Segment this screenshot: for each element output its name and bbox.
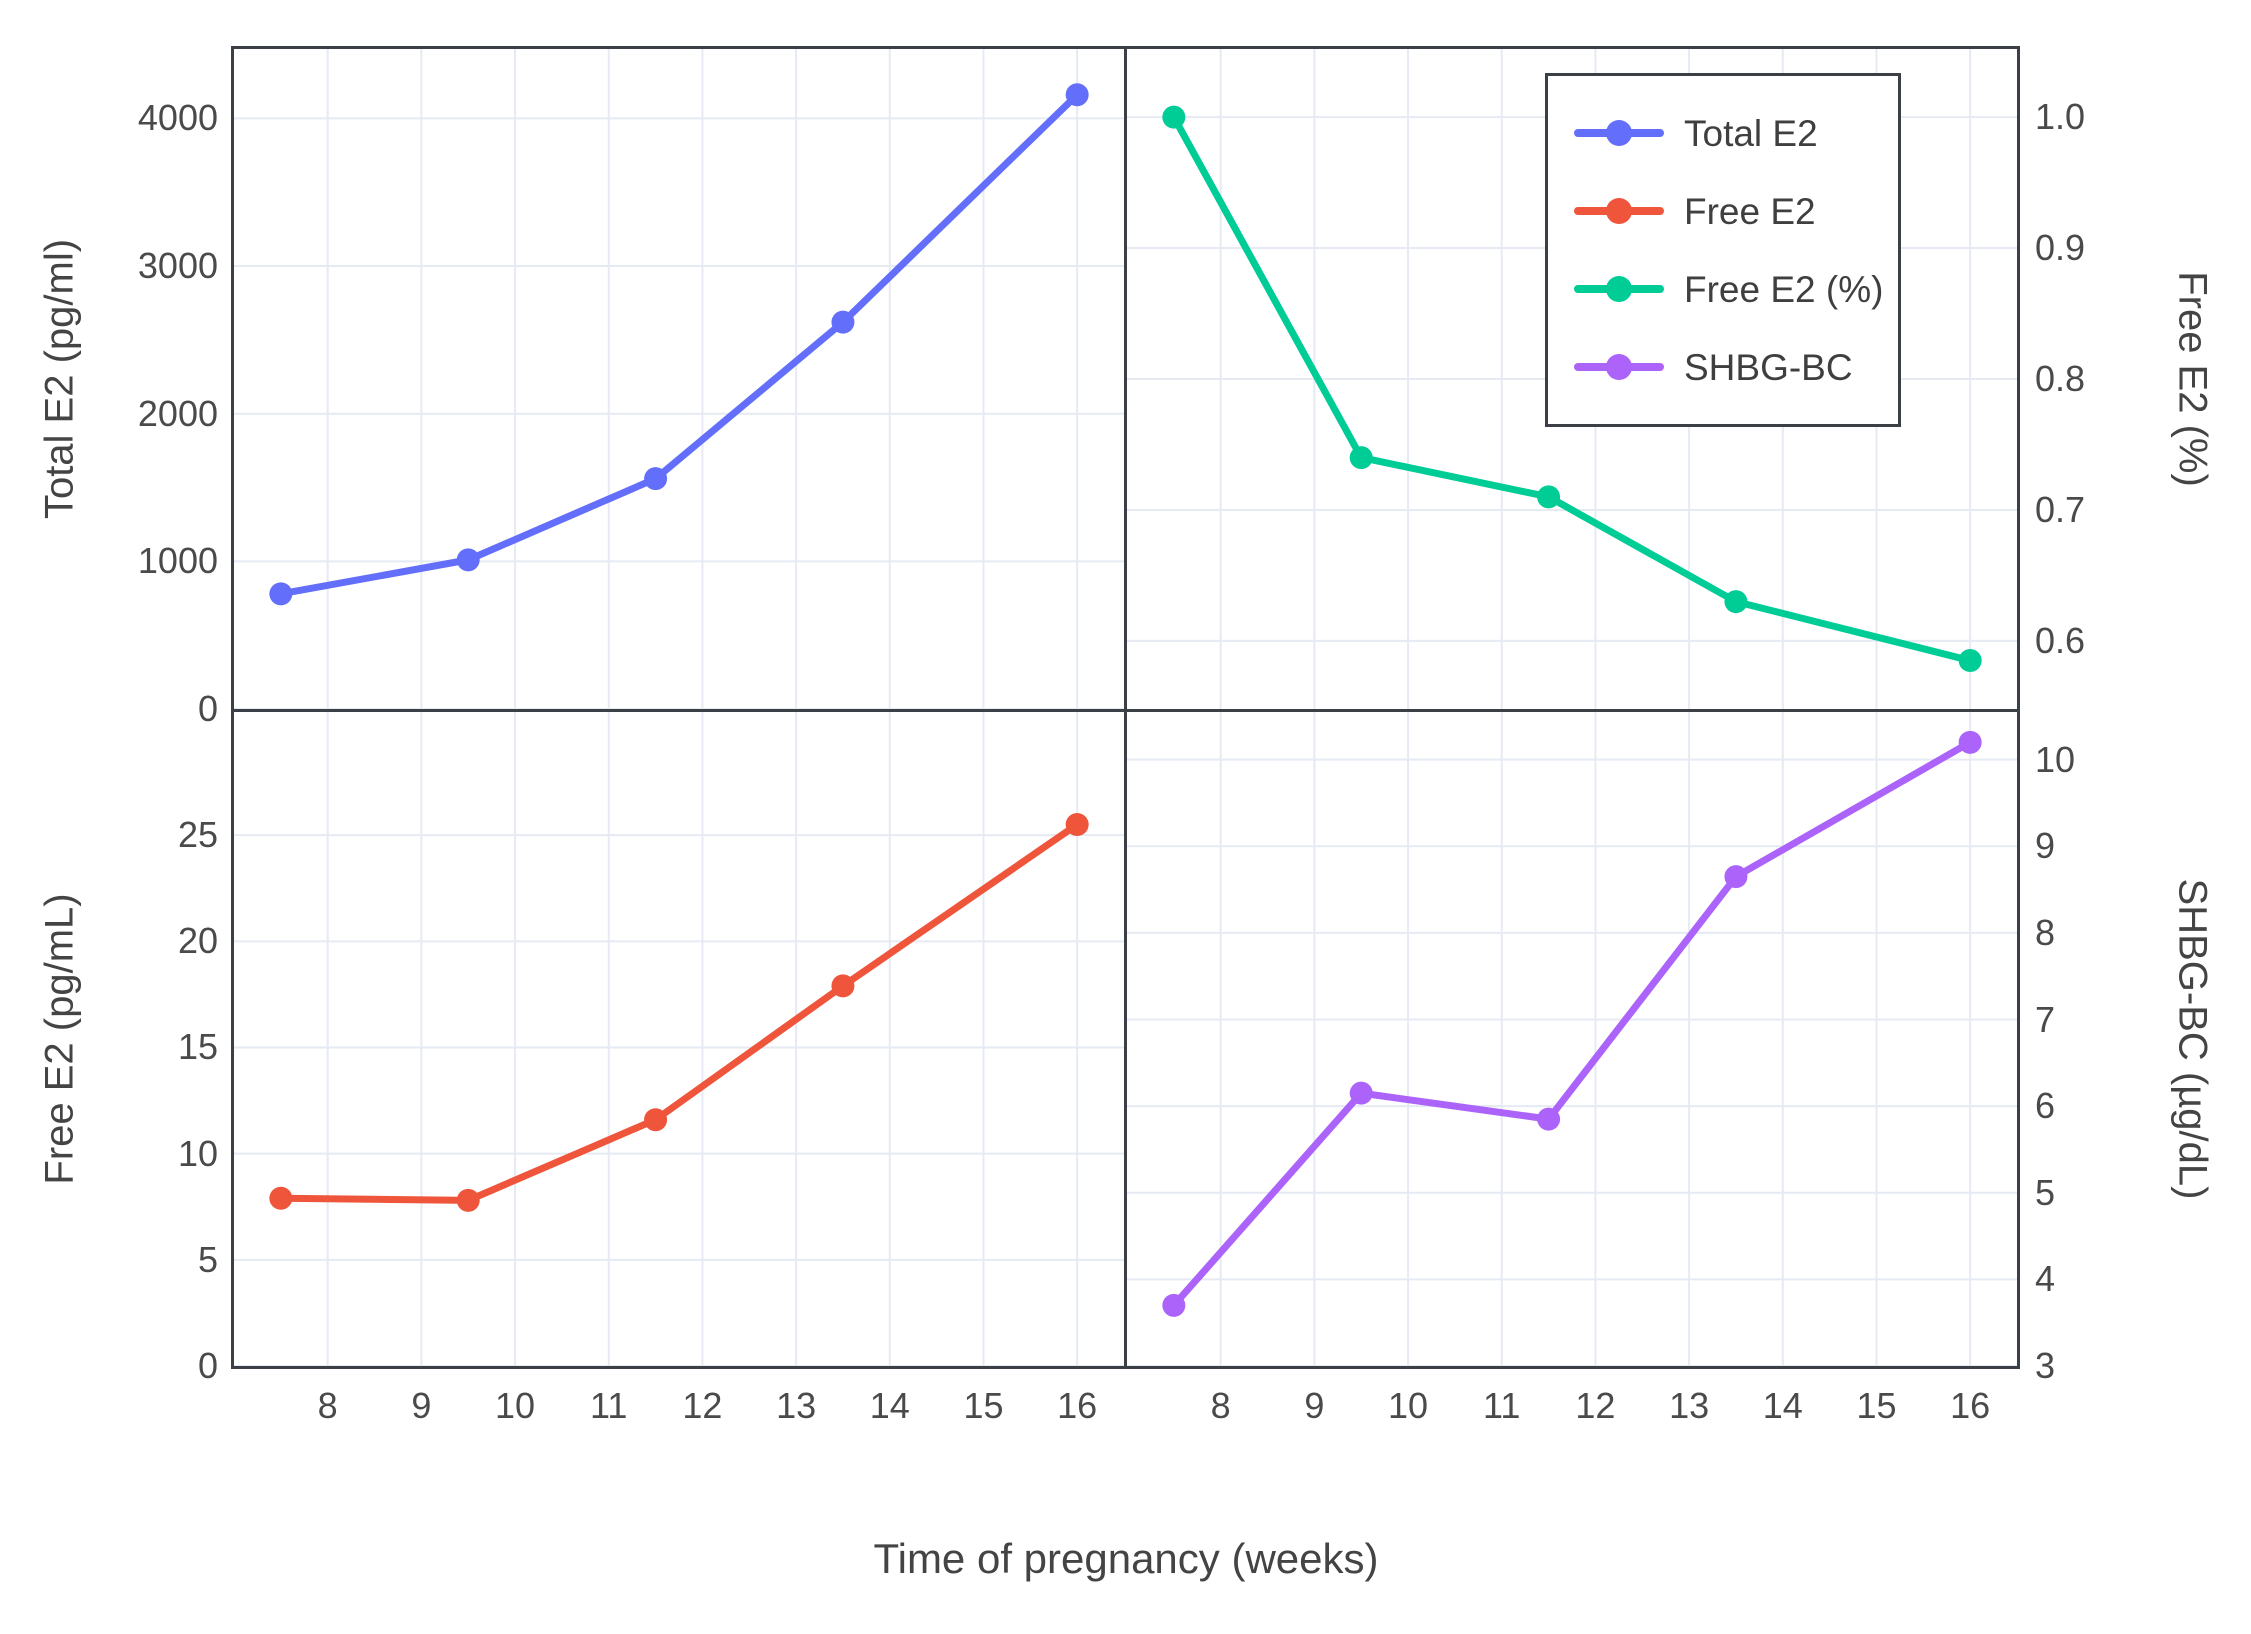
y-tick-label: 8 — [2035, 911, 2056, 953]
legend-item-free-e2[interactable]: Free E2 — [1548, 193, 1898, 230]
y-tick-label: 3000 — [137, 245, 218, 287]
y-tick-label: 7 — [2035, 998, 2056, 1040]
x-tick-label: 9 — [1304, 1385, 1325, 1426]
y-tick-label: 5 — [197, 1238, 218, 1280]
data-point — [831, 974, 855, 998]
x-tick-label: 16 — [1057, 1385, 1098, 1426]
x-tick-label: 11 — [1483, 1385, 1521, 1426]
gridlines — [234, 712, 1124, 1366]
y-tick-label: 2000 — [137, 392, 218, 434]
total-e2-plot — [234, 49, 1124, 709]
x-tick-label: 8 — [1210, 1385, 1231, 1426]
legend-swatch-icon — [1574, 120, 1664, 146]
y-tick-label: 0.7 — [2035, 488, 2086, 530]
y-tick-label: 0 — [197, 688, 218, 729]
data-point — [1958, 649, 1982, 673]
y-tick-label: 4000 — [137, 97, 218, 139]
legend-marker-dot-icon — [1606, 120, 1632, 146]
x-tick-label: 13 — [776, 1385, 817, 1426]
y-tick-label: 0.8 — [2035, 358, 2086, 399]
y-axis-title-free-e2: Free E2 (pg/mL) — [37, 893, 82, 1185]
legend-marker-dot-icon — [1606, 354, 1632, 380]
data-point — [456, 548, 480, 572]
series-line-free-e2 — [277, 821, 1081, 1204]
x-tick-label: 12 — [1575, 1385, 1616, 1426]
y-tick-label: 3 — [2035, 1345, 2056, 1386]
data-point — [456, 1188, 480, 1212]
panel-shbg-bc — [1124, 709, 2020, 1369]
x-tick-label: 16 — [1950, 1385, 1991, 1426]
y-tick-label: 10 — [2035, 738, 2076, 780]
y-axis-title-total-e2: Total E2 (pg/ml) — [37, 238, 82, 520]
shbg-bc-plot — [1127, 712, 2017, 1366]
data-point — [1349, 446, 1373, 470]
legend-marker-dot-icon — [1606, 198, 1632, 224]
data-point — [269, 582, 293, 606]
y-tick-label: 1.0 — [2035, 96, 2086, 138]
x-tick-label: 12 — [682, 1385, 723, 1426]
legend: Total E2 Free E2 Free E2 (%) SHBG-BC — [1545, 73, 1901, 427]
data-point — [269, 1186, 293, 1210]
gridlines — [234, 49, 1124, 709]
y-tick-label: 20 — [177, 920, 218, 962]
y-tick-label: 5 — [2035, 1171, 2056, 1213]
x-tick-label: 15 — [963, 1385, 1004, 1426]
legend-label: Free E2 (%) — [1684, 268, 1884, 310]
x-tick-label: 14 — [1762, 1385, 1803, 1426]
legend-item-shbg-bc[interactable]: SHBG-BC — [1548, 349, 1898, 386]
data-point — [1162, 105, 1186, 129]
y-tick-label: 0.6 — [2035, 619, 2086, 661]
y-tick-label: 25 — [177, 814, 218, 856]
legend-swatch-icon — [1574, 276, 1664, 302]
legend-item-total-e2[interactable]: Total E2 — [1548, 115, 1898, 152]
x-tick-label: 14 — [869, 1385, 910, 1426]
data-point — [1065, 813, 1089, 837]
data-point — [644, 1108, 668, 1132]
panel-total-e2 — [231, 46, 1127, 712]
gridlines — [1127, 712, 2017, 1366]
y-tick-label: 4 — [2035, 1258, 2056, 1300]
y-tick-label: 0.9 — [2035, 227, 2086, 269]
panel-free-e2 — [231, 709, 1127, 1369]
y-tick-label: 0 — [197, 1345, 218, 1386]
x-tick-label: 8 — [317, 1385, 338, 1426]
y-tick-label: 1000 — [137, 540, 218, 582]
y-tick-label: 9 — [2035, 825, 2056, 867]
legend-label: Free E2 — [1684, 190, 1816, 232]
legend-label: SHBG-BC — [1684, 346, 1853, 388]
data-point — [831, 310, 855, 334]
y-tick-label: 15 — [177, 1026, 218, 1068]
series-line-shbg-bc — [1170, 738, 1974, 1309]
data-point — [1065, 83, 1089, 107]
legend-swatch-icon — [1574, 354, 1664, 380]
y-axis-title-free-e2-pct: Free E2 (%) — [2170, 271, 2215, 487]
x-tick-label: 13 — [1669, 1385, 1710, 1426]
y-tick-label: 6 — [2035, 1085, 2056, 1127]
data-point — [1537, 1107, 1561, 1131]
data-point — [644, 467, 668, 491]
free-e2-plot — [234, 712, 1124, 1366]
series-line-total-e2 — [277, 91, 1081, 598]
data-point — [1958, 730, 1982, 754]
data-point — [1724, 865, 1748, 889]
x-tick-label: 10 — [495, 1385, 536, 1426]
x-tick-label: 11 — [590, 1385, 628, 1426]
legend-swatch-icon — [1574, 198, 1664, 224]
data-point — [1349, 1081, 1373, 1105]
y-tick-label: 10 — [177, 1132, 218, 1174]
data-point — [1537, 485, 1561, 509]
data-point — [1724, 590, 1748, 614]
y-axis-title-shbg-bc: SHBG-BC (µg/dL) — [2170, 878, 2215, 1200]
x-tick-label: 10 — [1388, 1385, 1429, 1426]
x-tick-label: 15 — [1856, 1385, 1897, 1426]
legend-marker-dot-icon — [1606, 276, 1632, 302]
data-point — [1162, 1293, 1186, 1317]
legend-item-free-e2-[interactable]: Free E2 (%) — [1548, 271, 1898, 308]
x-axis-title: Time of pregnancy (weeks) — [873, 1535, 1379, 1582]
x-tick-label: 9 — [411, 1385, 432, 1426]
legend-label: Total E2 — [1684, 112, 1818, 154]
